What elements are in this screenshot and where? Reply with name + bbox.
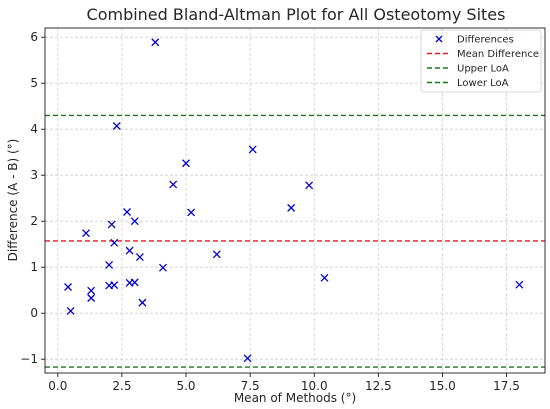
legend-item-mean-difference: Mean Difference (427, 49, 539, 60)
reference-lines (45, 114, 545, 368)
data-point (320, 273, 329, 282)
y-tick-label: 0 (30, 306, 38, 320)
legend-label: Upper LoA (457, 64, 509, 75)
data-point (287, 203, 296, 212)
x-tick-label: 7.5 (241, 379, 260, 393)
y-axis-ticks: −1 0 1 2 3 4 5 6 (20, 30, 45, 366)
data-point (169, 180, 178, 189)
legend-label: Mean Difference (457, 49, 539, 60)
data-point (138, 298, 147, 307)
data-point (182, 159, 190, 168)
data-point (515, 280, 524, 289)
data-point (107, 220, 116, 229)
data-point (305, 181, 314, 190)
data-point (64, 283, 73, 291)
data-point (248, 145, 257, 154)
x-tick-label: 17.5 (493, 379, 520, 393)
data-point (130, 217, 139, 226)
y-tick-label: 2 (30, 214, 38, 228)
data-point (243, 354, 252, 363)
x-axis-ticks: 0.0 2.5 5.0 7.5 10.0 12.5 15.0 17.5 (48, 373, 520, 393)
data-point (105, 260, 114, 269)
legend-item-upper-loa: Upper LoA (427, 64, 509, 75)
x-tick-label: 12.5 (365, 379, 392, 393)
x-tick-label: 15.0 (429, 379, 456, 393)
x-tick-label: 0.0 (48, 379, 67, 393)
data-point (66, 306, 75, 315)
y-axis-label: Difference (A - B) (°) (6, 139, 20, 262)
y-tick-label: 5 (30, 76, 38, 90)
data-point (110, 281, 119, 290)
x-tick-label: 2.5 (112, 379, 131, 393)
y-tick-label: 3 (30, 168, 38, 182)
data-point (125, 246, 134, 255)
x-tick-label: 10.0 (301, 379, 328, 393)
data-point (130, 278, 139, 287)
data-points (64, 38, 524, 363)
y-tick-label: −1 (20, 352, 38, 366)
y-tick-label: 4 (30, 122, 38, 136)
x-axis-label: Mean of Methods (°) (234, 391, 356, 405)
data-point (82, 229, 90, 238)
data-point (135, 253, 144, 262)
legend-label: Differences (457, 35, 514, 46)
legend-label: Lower LoA (457, 78, 509, 89)
legend: Differences Mean Difference Upper LoA Lower… (420, 29, 542, 93)
data-point (110, 238, 119, 247)
plot-frame (44, 27, 546, 374)
data-point (87, 294, 96, 302)
data-point (151, 38, 160, 47)
y-tick-label: 1 (30, 260, 38, 274)
chart-title: Combined Bland-Altman Plot for All Osteo… (87, 5, 506, 24)
x-tick-label: 5.0 (176, 379, 195, 393)
legend-box (420, 29, 542, 93)
data-point (212, 250, 221, 259)
y-tick-label: 6 (30, 30, 38, 44)
data-point (158, 263, 167, 272)
legend-item-lower-loa: Lower LoA (427, 78, 509, 89)
data-point (87, 286, 96, 295)
legend-item-differences: Differences (435, 35, 514, 46)
data-point (123, 208, 132, 216)
data-point (112, 122, 121, 130)
data-point (187, 208, 196, 217)
